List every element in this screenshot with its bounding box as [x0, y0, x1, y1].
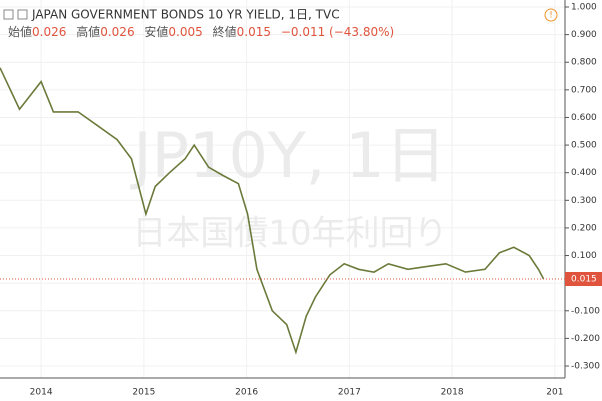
y-tick-label: 0.100 — [571, 251, 597, 261]
y-tick-label: 0.400 — [571, 168, 597, 178]
y-tick-label: 0.200 — [571, 223, 597, 233]
label: 高値 — [76, 24, 100, 39]
x-tick-label: 2018 — [441, 388, 464, 398]
price-line — [0, 67, 545, 355]
y-tick-label: 0.900 — [571, 30, 597, 40]
ohlc: 始値0.026 高値0.026 安値0.005 終値0.015 −0.011 (… — [8, 24, 394, 39]
y-tick-label: -0.300 — [571, 362, 600, 372]
x-tick-label: 2017 — [338, 388, 361, 398]
x-tick-label: 2016 — [235, 388, 258, 398]
value: 0.026 — [32, 25, 66, 39]
watermark: 日本国債10年利回り — [132, 214, 447, 254]
label: 安値 — [144, 24, 168, 39]
label: 始値 — [8, 24, 32, 39]
chart-title: JAPAN GOVERNMENT BONDS 10 YR YIELD, 1日, … — [31, 8, 340, 22]
icon[interactable] — [3, 9, 14, 20]
icon[interactable] — [17, 9, 28, 20]
last-price-label: 0.015 — [571, 275, 597, 285]
y-tick-label: -0.100 — [571, 306, 600, 316]
y-tick-label: 0.800 — [571, 58, 597, 68]
y-tick-label: -0.200 — [571, 334, 600, 344]
alert-icon: ! — [549, 11, 553, 21]
last-price-badge — [565, 272, 602, 287]
value: 0.015 — [237, 25, 271, 39]
y-tick-label: 0.300 — [571, 196, 597, 206]
y-tick-label: 0.600 — [571, 113, 597, 123]
x-tick-label: 2014 — [30, 388, 53, 398]
y-tick-label: 0.700 — [571, 85, 597, 95]
alert-icon[interactable] — [544, 8, 558, 22]
label: 終値 — [213, 24, 237, 39]
x-tick-label: 2015 — [132, 388, 155, 398]
y-tick-label: 1.000 — [571, 3, 597, 13]
change: −0.011 (−43.80%) — [281, 25, 394, 39]
y-tick-label: 0.500 — [571, 141, 597, 151]
x-tick-label: 201 — [546, 388, 563, 398]
value: 0.005 — [168, 25, 202, 39]
value: 0.026 — [100, 25, 134, 39]
watermark: JP10Y, 1日 — [129, 119, 446, 192]
